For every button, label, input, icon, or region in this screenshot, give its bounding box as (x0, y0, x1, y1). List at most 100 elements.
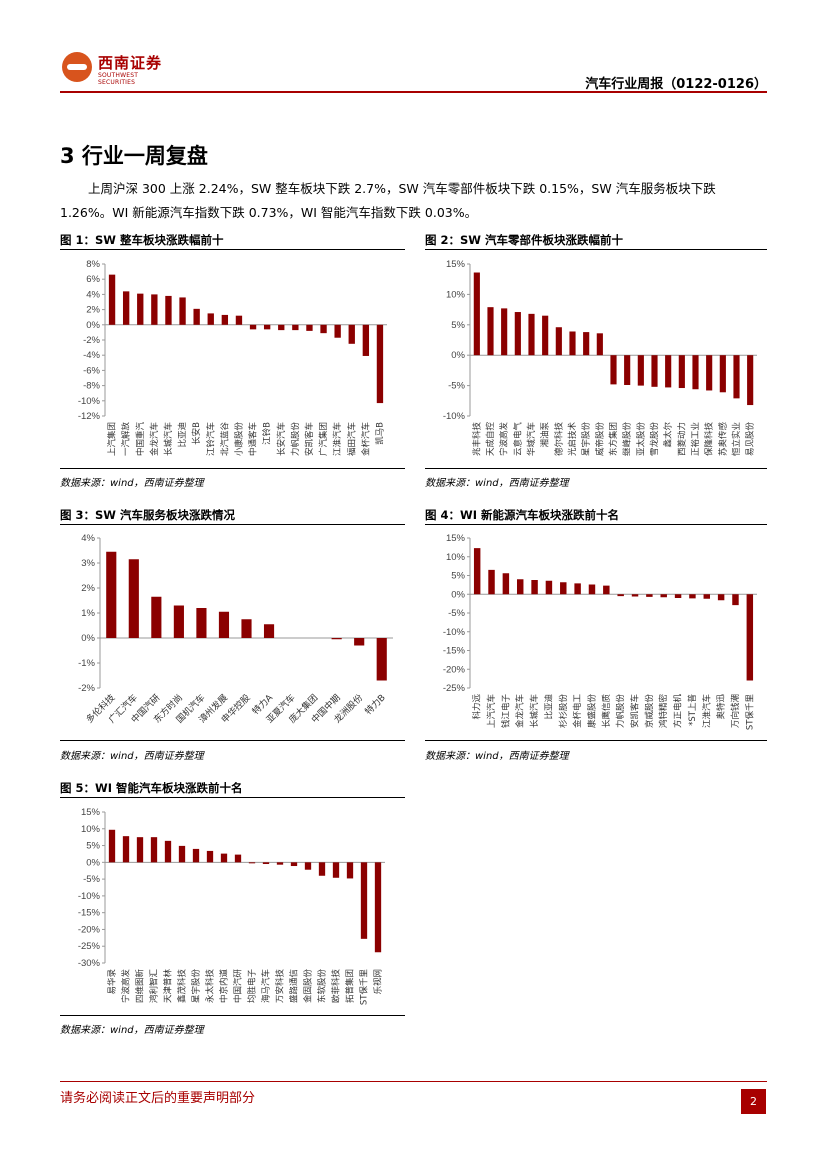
x-tick-label: 江淮汽车 (701, 694, 712, 728)
x-tick-label: 长鹰信质 (601, 694, 612, 729)
x-tick-label: 乐视网 (373, 969, 384, 995)
x-tick-label: 拓普集团 (345, 969, 356, 1003)
y-tick-label: 3% (81, 558, 95, 569)
bar (346, 862, 354, 879)
bar (596, 333, 603, 356)
y-tick-label: -15% (443, 646, 466, 657)
bar (637, 355, 644, 386)
x-tick-label: 保隆科技 (704, 422, 715, 457)
figure-1-chart: -12% -10% -8% -6% -4% -2% 0% 2% 4% 6% 8% 上汽集团 一汽解放 中国… (60, 252, 405, 466)
x-tick-label: 江铃B (262, 422, 273, 445)
section-title: 3 行业一周复盘 (60, 144, 208, 168)
bar (290, 862, 298, 867)
bar (151, 596, 162, 638)
x-tick-label: 长安汽车 (276, 422, 287, 456)
bar (334, 324, 341, 338)
y-tick-label: 15% (81, 807, 101, 818)
figure-3-bottom-rule (60, 740, 405, 741)
x-tick-label: 万安科技 (275, 969, 286, 1004)
bar (207, 313, 214, 325)
bar (362, 324, 370, 356)
x-tick-label: 北汽蓝谷 (219, 422, 230, 457)
y-tick-label: 4% (86, 289, 100, 300)
y-tick-label: 0% (81, 633, 95, 644)
bar (732, 594, 739, 606)
y-tick-label: 2% (86, 305, 100, 316)
y-tick-label: -1% (78, 658, 95, 669)
y-tick-label: 15% (446, 259, 466, 270)
bar (320, 324, 327, 334)
x-tick-label: 东方集团 (608, 422, 619, 456)
x-tick-label: 中国汽研 (233, 969, 244, 1004)
bar (374, 862, 382, 953)
x-tick-label: 继峰股份 (622, 422, 633, 457)
x-tick-label: 鸿利智汇 (149, 969, 160, 1004)
bar (235, 315, 243, 325)
bar (193, 308, 200, 325)
bar (178, 845, 186, 863)
figure-3-title: 图 3：SW 汽车服务板块涨跌情况 (60, 508, 235, 522)
figure-5-bottom-rule (60, 1015, 405, 1016)
y-tick-label: -10% (443, 411, 466, 422)
y-tick-label: -2% (83, 335, 100, 346)
figure-3-chart: -2% -1% 0% 1% 2% 3% 4% 多伦科技 广汇汽车 中国汽研 东方时尚 国机汽车 漳州发展… (60, 528, 405, 738)
y-tick-label: 1% (81, 608, 95, 619)
x-tick-label: 力帆股份 (615, 694, 626, 729)
bar (488, 569, 495, 595)
bar (292, 324, 299, 331)
x-tick-label: 易华录 (107, 969, 118, 995)
bar (719, 355, 726, 393)
bar (473, 548, 481, 595)
chart-2-svg: -10% -5% 0% 5% 10% 15% 兆丰科技 天成自控 宁波高发 云意电气 华域汽车 湘油泵… (443, 259, 757, 457)
bar (610, 355, 617, 385)
figure-2-chart: -10% -5% 0% 5% 10% 15% 兆丰科技 天成自控 宁波高发 云意电气 华域汽车 湘油泵… (425, 252, 767, 466)
bar (248, 862, 256, 864)
x-tick-label: 凯马B (374, 422, 385, 445)
figure-1-source: 数据来源：wind，西南证券整理 (60, 478, 204, 489)
bar (569, 331, 576, 356)
bar (660, 594, 667, 598)
page-number: 2 (741, 1089, 766, 1114)
bar (542, 315, 549, 356)
bar (746, 594, 754, 681)
y-tick-label: -25% (78, 941, 101, 952)
y-tick-label: -12% (78, 411, 101, 422)
x-tick-label: 蠡太尔 (663, 422, 674, 448)
bar (514, 312, 521, 356)
bar (376, 638, 387, 681)
logo-chinese-text: 西南证券 (98, 54, 163, 72)
y-tick-label: -4% (83, 350, 100, 361)
x-tick-label: 广汽集团 (318, 422, 329, 456)
y-tick-label: 5% (86, 841, 100, 852)
bar (665, 355, 672, 388)
x-tick-label: 万向钱潮 (730, 694, 741, 728)
page-header: 西南证券 SOUTHWEST SECURITIES 汽车行业周报（0122-01… (0, 0, 827, 95)
figure-2-top-rule (425, 249, 767, 250)
y-tick-label: 0% (451, 350, 465, 361)
x-tick-label: 钱江电子 (500, 694, 511, 729)
y-tick-label: -5% (448, 608, 465, 619)
x-tick-label: 金杯电工 (572, 694, 583, 729)
y-tick-label: -8% (83, 381, 100, 392)
figure-4-bottom-rule (425, 740, 767, 741)
y-tick-label: 10% (81, 824, 101, 835)
y-tick-label: 6% (86, 274, 100, 285)
report-title: 汽车行业周报（0122-0126） (585, 77, 767, 92)
x-tick-label: 华域汽车 (526, 422, 537, 456)
x-tick-label: 正裕工业 (690, 422, 701, 456)
bar (747, 355, 754, 406)
chart-3-svg: -2%-1%0%1%2%3%4%多伦科技广汇汽车中国汽研东方时尚国机汽车漳州发展… (78, 533, 393, 726)
bar (473, 272, 480, 356)
bar (331, 638, 342, 640)
bar (502, 573, 510, 595)
x-tick-label: 福田汽车 (346, 422, 357, 456)
x-tick-label: 海马汽车 (261, 969, 272, 1003)
y-tick-label: -10% (443, 627, 466, 638)
y-tick-label: 5% (451, 571, 465, 582)
y-tick-label: -6% (83, 365, 100, 376)
chart-5-svg: -30% -25% -20% -15% -10% -5% 0% 5% 10% 15% 易华录 宁波高发… (78, 807, 385, 1005)
bar (651, 355, 658, 387)
figure-2-title: 图 2：SW 汽车零部件板块涨跌幅前十 (425, 233, 623, 247)
y-tick-label: 0% (86, 857, 100, 868)
bar (262, 862, 270, 865)
